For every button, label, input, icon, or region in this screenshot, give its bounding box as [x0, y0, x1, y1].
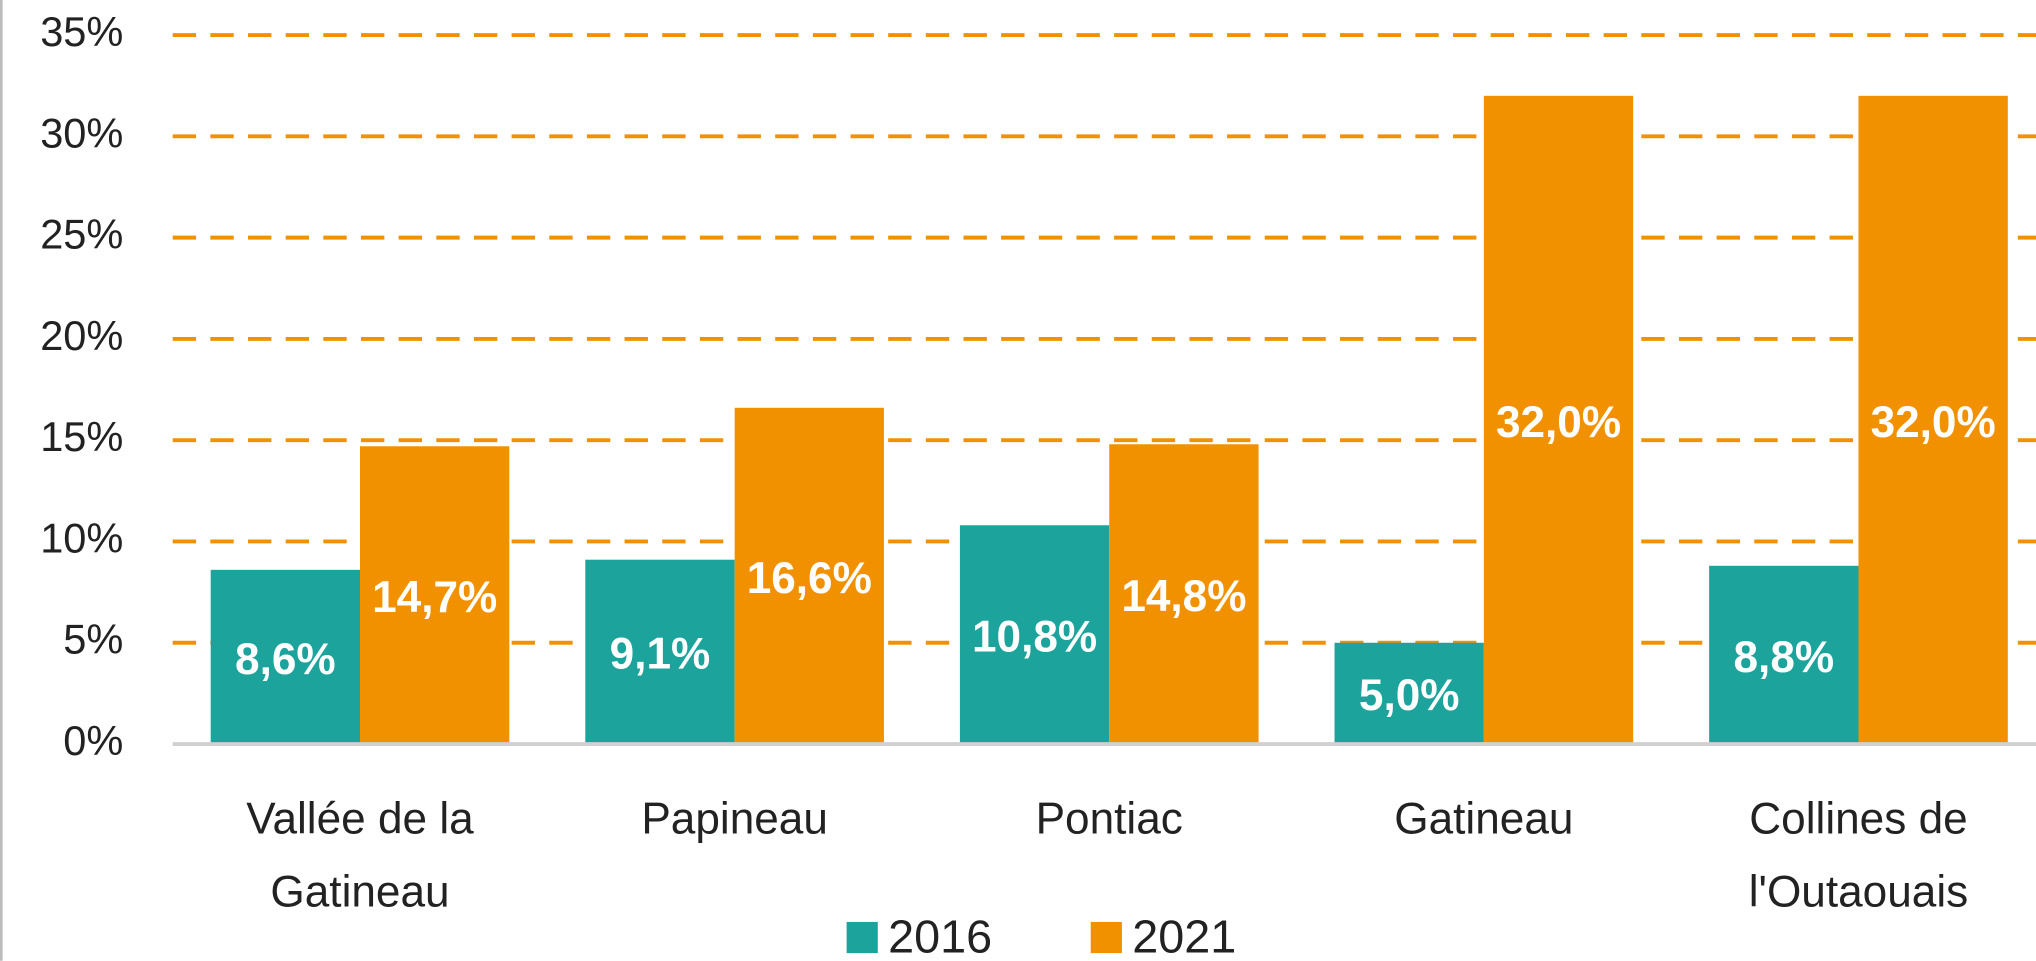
- bar: [360, 446, 510, 745]
- data-label: 8,6%: [235, 635, 336, 684]
- data-label: 5,0%: [1359, 671, 1460, 720]
- x-tick-label: Papineau: [641, 794, 828, 845]
- x-tick-label: Vallée de la Gatineau: [246, 794, 474, 917]
- data-label: 9,1%: [610, 630, 711, 679]
- legend-swatch: [1090, 921, 1122, 954]
- data-label: 10,8%: [972, 613, 1097, 662]
- bar: [734, 407, 884, 745]
- bar: [1709, 565, 1859, 745]
- y-tick-label: 5%: [63, 616, 123, 663]
- y-tick-label: 0%: [63, 717, 123, 764]
- x-tick-label: Collines de l'Outaouais: [1748, 794, 1969, 917]
- bar: [1109, 444, 1259, 745]
- data-label: 14,7%: [372, 573, 497, 622]
- data-label: 32,0%: [1871, 398, 1996, 447]
- y-tick-label: 15%: [40, 413, 123, 460]
- y-tick-label: 20%: [40, 312, 123, 359]
- data-label: 32,0%: [1496, 398, 1621, 447]
- legend-label: 2016: [888, 910, 992, 960]
- x-tick-label: Pontiac: [1035, 794, 1183, 845]
- bar: [210, 569, 361, 745]
- legend-label: 2021: [1132, 910, 1236, 960]
- y-tick-label: 25%: [40, 211, 123, 258]
- bar: [1334, 642, 1484, 745]
- bar: [585, 559, 735, 745]
- y-tick-label: 35%: [40, 8, 123, 55]
- data-label: 16,6%: [747, 554, 872, 603]
- x-tick-label: Gatineau: [1394, 794, 1574, 845]
- legend-swatch: [846, 921, 878, 954]
- bar: [1858, 95, 2008, 745]
- data-label: 8,8%: [1734, 633, 1835, 682]
- bar: [1483, 95, 1634, 745]
- bar: [959, 525, 1110, 745]
- data-label: 14,8%: [1121, 572, 1246, 621]
- y-tick-label: 30%: [40, 109, 123, 156]
- y-tick-label: 10%: [40, 514, 123, 561]
